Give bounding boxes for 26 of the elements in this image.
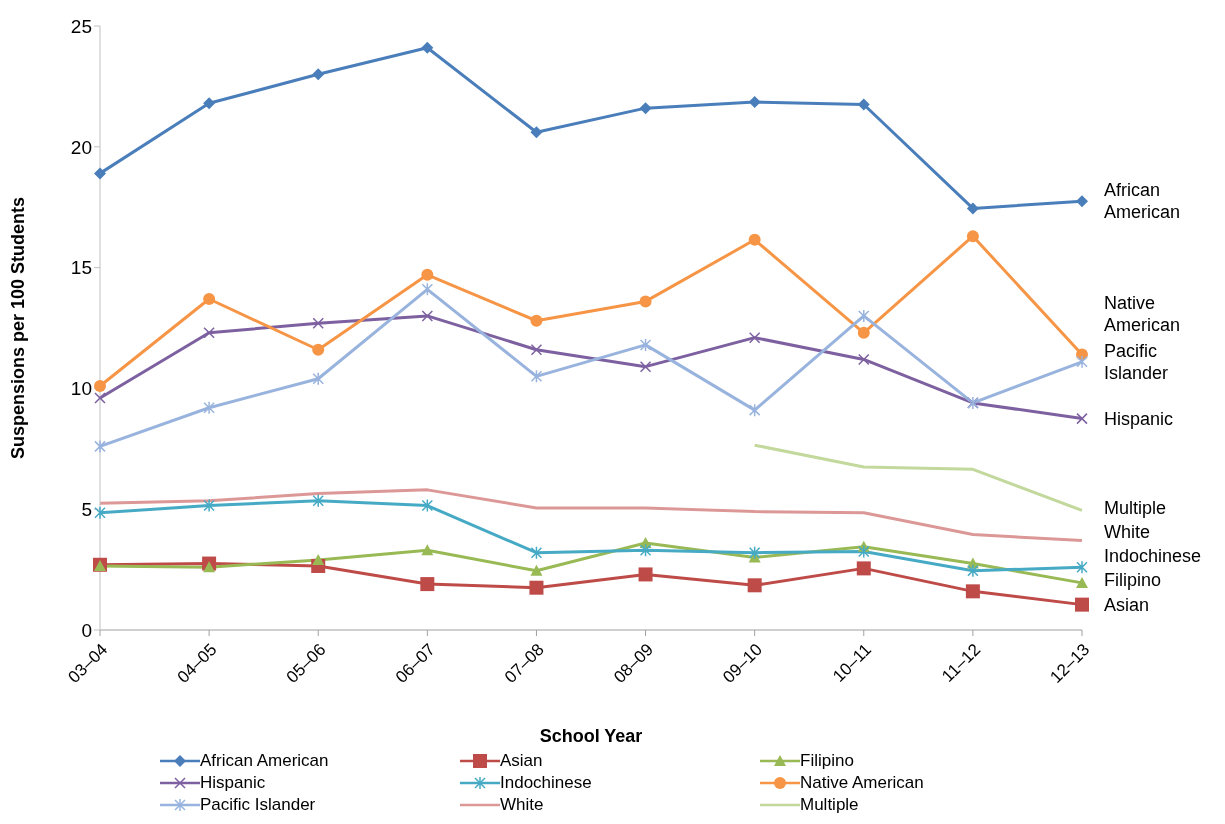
x-axis-title: School Year [539,726,643,746]
text: Indochinese [1104,546,1202,567]
text: Hispanic [1104,408,1174,429]
text: Filipino [1104,570,1162,591]
y-tick-label: 15 [70,257,92,279]
y-tick-label: 10 [70,378,92,400]
legend-label: Pacific Islander [200,795,316,815]
text: White [1104,522,1151,543]
legend-label: African American [200,751,329,771]
legend-label: Hispanic [200,773,266,793]
text: Multiple [1104,497,1167,518]
legend-label: Asian [500,751,543,771]
text: Native American [1104,292,1181,335]
text: Asian [1104,594,1150,615]
y-tick-label: 5 [81,498,92,520]
y-axis-title: Suspensions per 100 Students [8,196,29,460]
legend-label: Indochinese [500,773,592,793]
text: Pacific Islander [1104,340,1169,383]
legend-label: White [500,795,544,815]
y-tick-label: 20 [70,136,92,158]
legend-label: Native American [800,773,924,793]
text: African American [1104,180,1181,223]
y-tick-label: 0 [81,619,92,641]
legend-label: Filipino [800,751,854,771]
y-tick-label: 25 [70,15,92,37]
legend-label: Multiple [800,795,859,815]
